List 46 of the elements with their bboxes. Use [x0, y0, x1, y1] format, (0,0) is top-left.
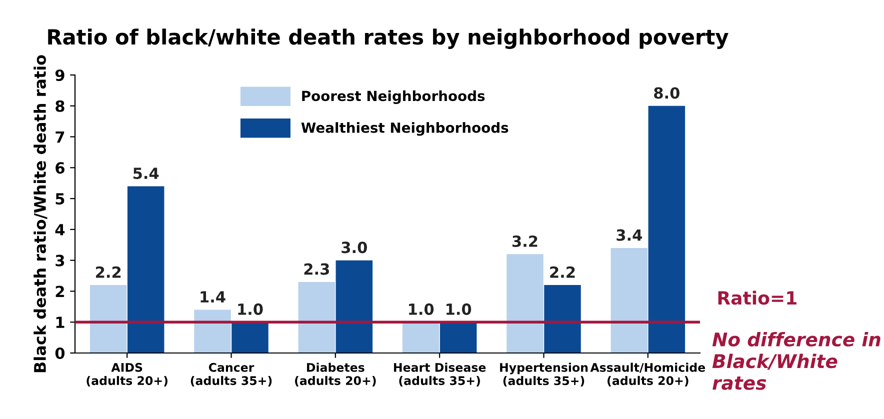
data-label: 1.0 — [238, 303, 263, 315]
y-tick-label: 0 — [55, 347, 65, 360]
bar — [648, 106, 686, 353]
data-label: 2.3 — [304, 263, 329, 275]
y-tick-label: 5 — [56, 193, 64, 205]
data-label: 8.0 — [654, 87, 680, 99]
data-label: 1.0 — [409, 303, 434, 315]
y-tick-label: 4 — [55, 224, 65, 236]
y-tick-label: 6 — [56, 162, 64, 174]
bar — [544, 285, 581, 353]
y-tick-label: 1 — [56, 316, 64, 328]
x-tick-label: Hypertension (adults 35+) — [500, 362, 588, 387]
bar — [127, 186, 164, 353]
legend-label: Poorest Neighborhoods — [302, 90, 485, 104]
bar — [232, 322, 268, 353]
bar — [90, 285, 127, 353]
text: No difference in Black/White rates — [712, 332, 880, 390]
x-tick-label: Heart Disease (adults 35+) — [394, 362, 486, 386]
bar — [506, 254, 544, 353]
legend-label: Wealthiest Neighborhoods — [301, 122, 508, 136]
x-tick-label: AIDS (adults 20+) — [86, 362, 168, 386]
chart-title: Ratio of black/white death rates by neighborhood poverty — [48, 28, 728, 49]
y-tick-label: 9 — [55, 69, 64, 82]
ref-line-label: Ratio=1 — [718, 290, 796, 305]
y-tick-label: 3 — [56, 254, 64, 266]
bar — [336, 260, 373, 353]
bar — [298, 282, 336, 353]
data-label: 2.2 — [550, 266, 575, 278]
x-tick-label: Diabetes (adults 20+) — [295, 362, 376, 386]
x-tick-label: Cancer (adults 35+) — [190, 362, 272, 386]
bar — [402, 322, 440, 353]
bar — [610, 248, 648, 353]
data-label: 2.2 — [96, 266, 121, 278]
data-label: 1.4 — [200, 291, 226, 302]
data-label: 3.4 — [616, 229, 642, 241]
y-tick-label: 8 — [56, 100, 64, 112]
data-label: 1.0 — [446, 303, 472, 315]
y-axis-title: Black death ratio/White death ratio — [34, 55, 48, 372]
bar — [440, 322, 477, 353]
data-label: 3.2 — [512, 235, 538, 248]
x-tick-label: Assault/Homicide (adults 20+) — [590, 362, 706, 386]
bar — [194, 310, 231, 353]
y-tick-label: 2 — [56, 286, 64, 298]
data-label: 3.0 — [342, 242, 367, 254]
y-tick-label: 7 — [56, 131, 64, 143]
data-label: 5.4 — [133, 168, 159, 180]
